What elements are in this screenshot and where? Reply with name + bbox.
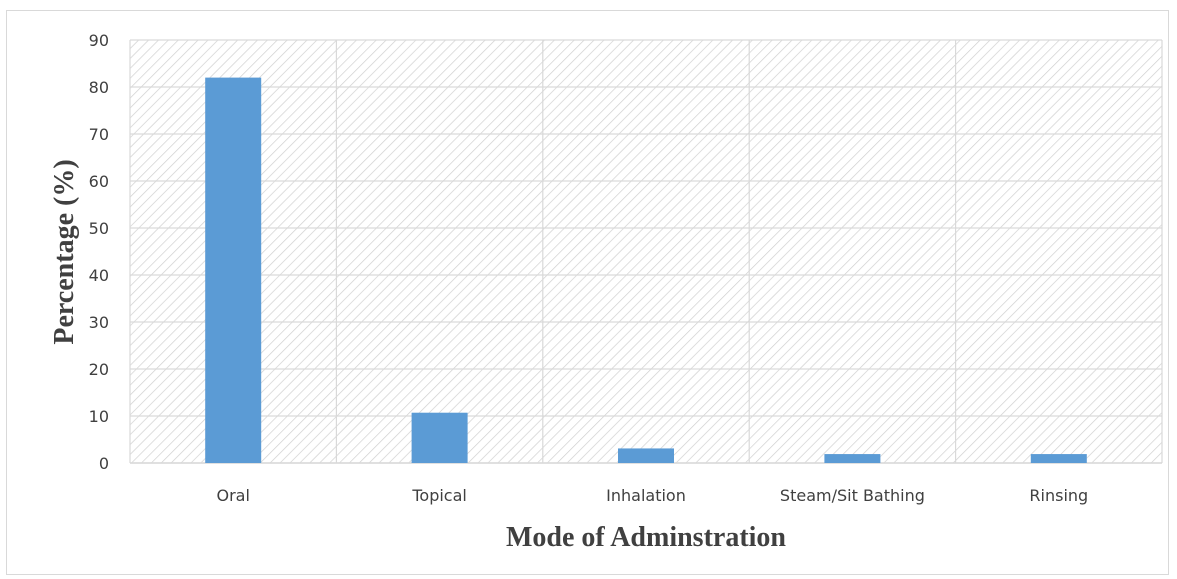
x-tick-label: Rinsing xyxy=(1029,486,1088,505)
y-tick-label: 40 xyxy=(89,266,109,285)
y-tick-label: 90 xyxy=(89,31,109,50)
bar-oral xyxy=(205,77,262,463)
y-tick-label: 80 xyxy=(89,78,109,97)
y-tick-label: 20 xyxy=(89,360,109,379)
x-tick-label: Oral xyxy=(216,486,249,505)
bar-inhalation xyxy=(618,448,674,463)
plot-area xyxy=(130,40,1162,463)
y-tick-label: 70 xyxy=(89,125,109,144)
y-axis-label: Percentage (%) xyxy=(49,159,80,344)
x-axis-ticks: Oral Topical Inhalation Steam/Sit Bathing Ri… xyxy=(216,486,1088,505)
x-tick-label: Topical xyxy=(411,486,467,505)
x-tick-label: Steam/Sit Bathing xyxy=(780,486,925,505)
x-axis-label: Mode of Adminstration xyxy=(506,522,786,553)
y-tick-label: 60 xyxy=(89,172,109,191)
bar-steam-sit-bathing xyxy=(824,454,881,463)
y-tick-label: 0 xyxy=(99,454,109,473)
bar-topical xyxy=(411,412,468,463)
y-tick-label: 30 xyxy=(89,313,109,332)
x-tick-label: Inhalation xyxy=(606,486,686,505)
bar-rinsing xyxy=(1030,454,1087,463)
y-tick-label: 50 xyxy=(89,219,109,238)
y-axis-ticks: 0 10 20 30 40 50 60 70 80 90 xyxy=(89,31,109,473)
bars xyxy=(205,77,1087,463)
y-tick-label: 10 xyxy=(89,407,109,426)
gridlines xyxy=(129,39,1163,464)
